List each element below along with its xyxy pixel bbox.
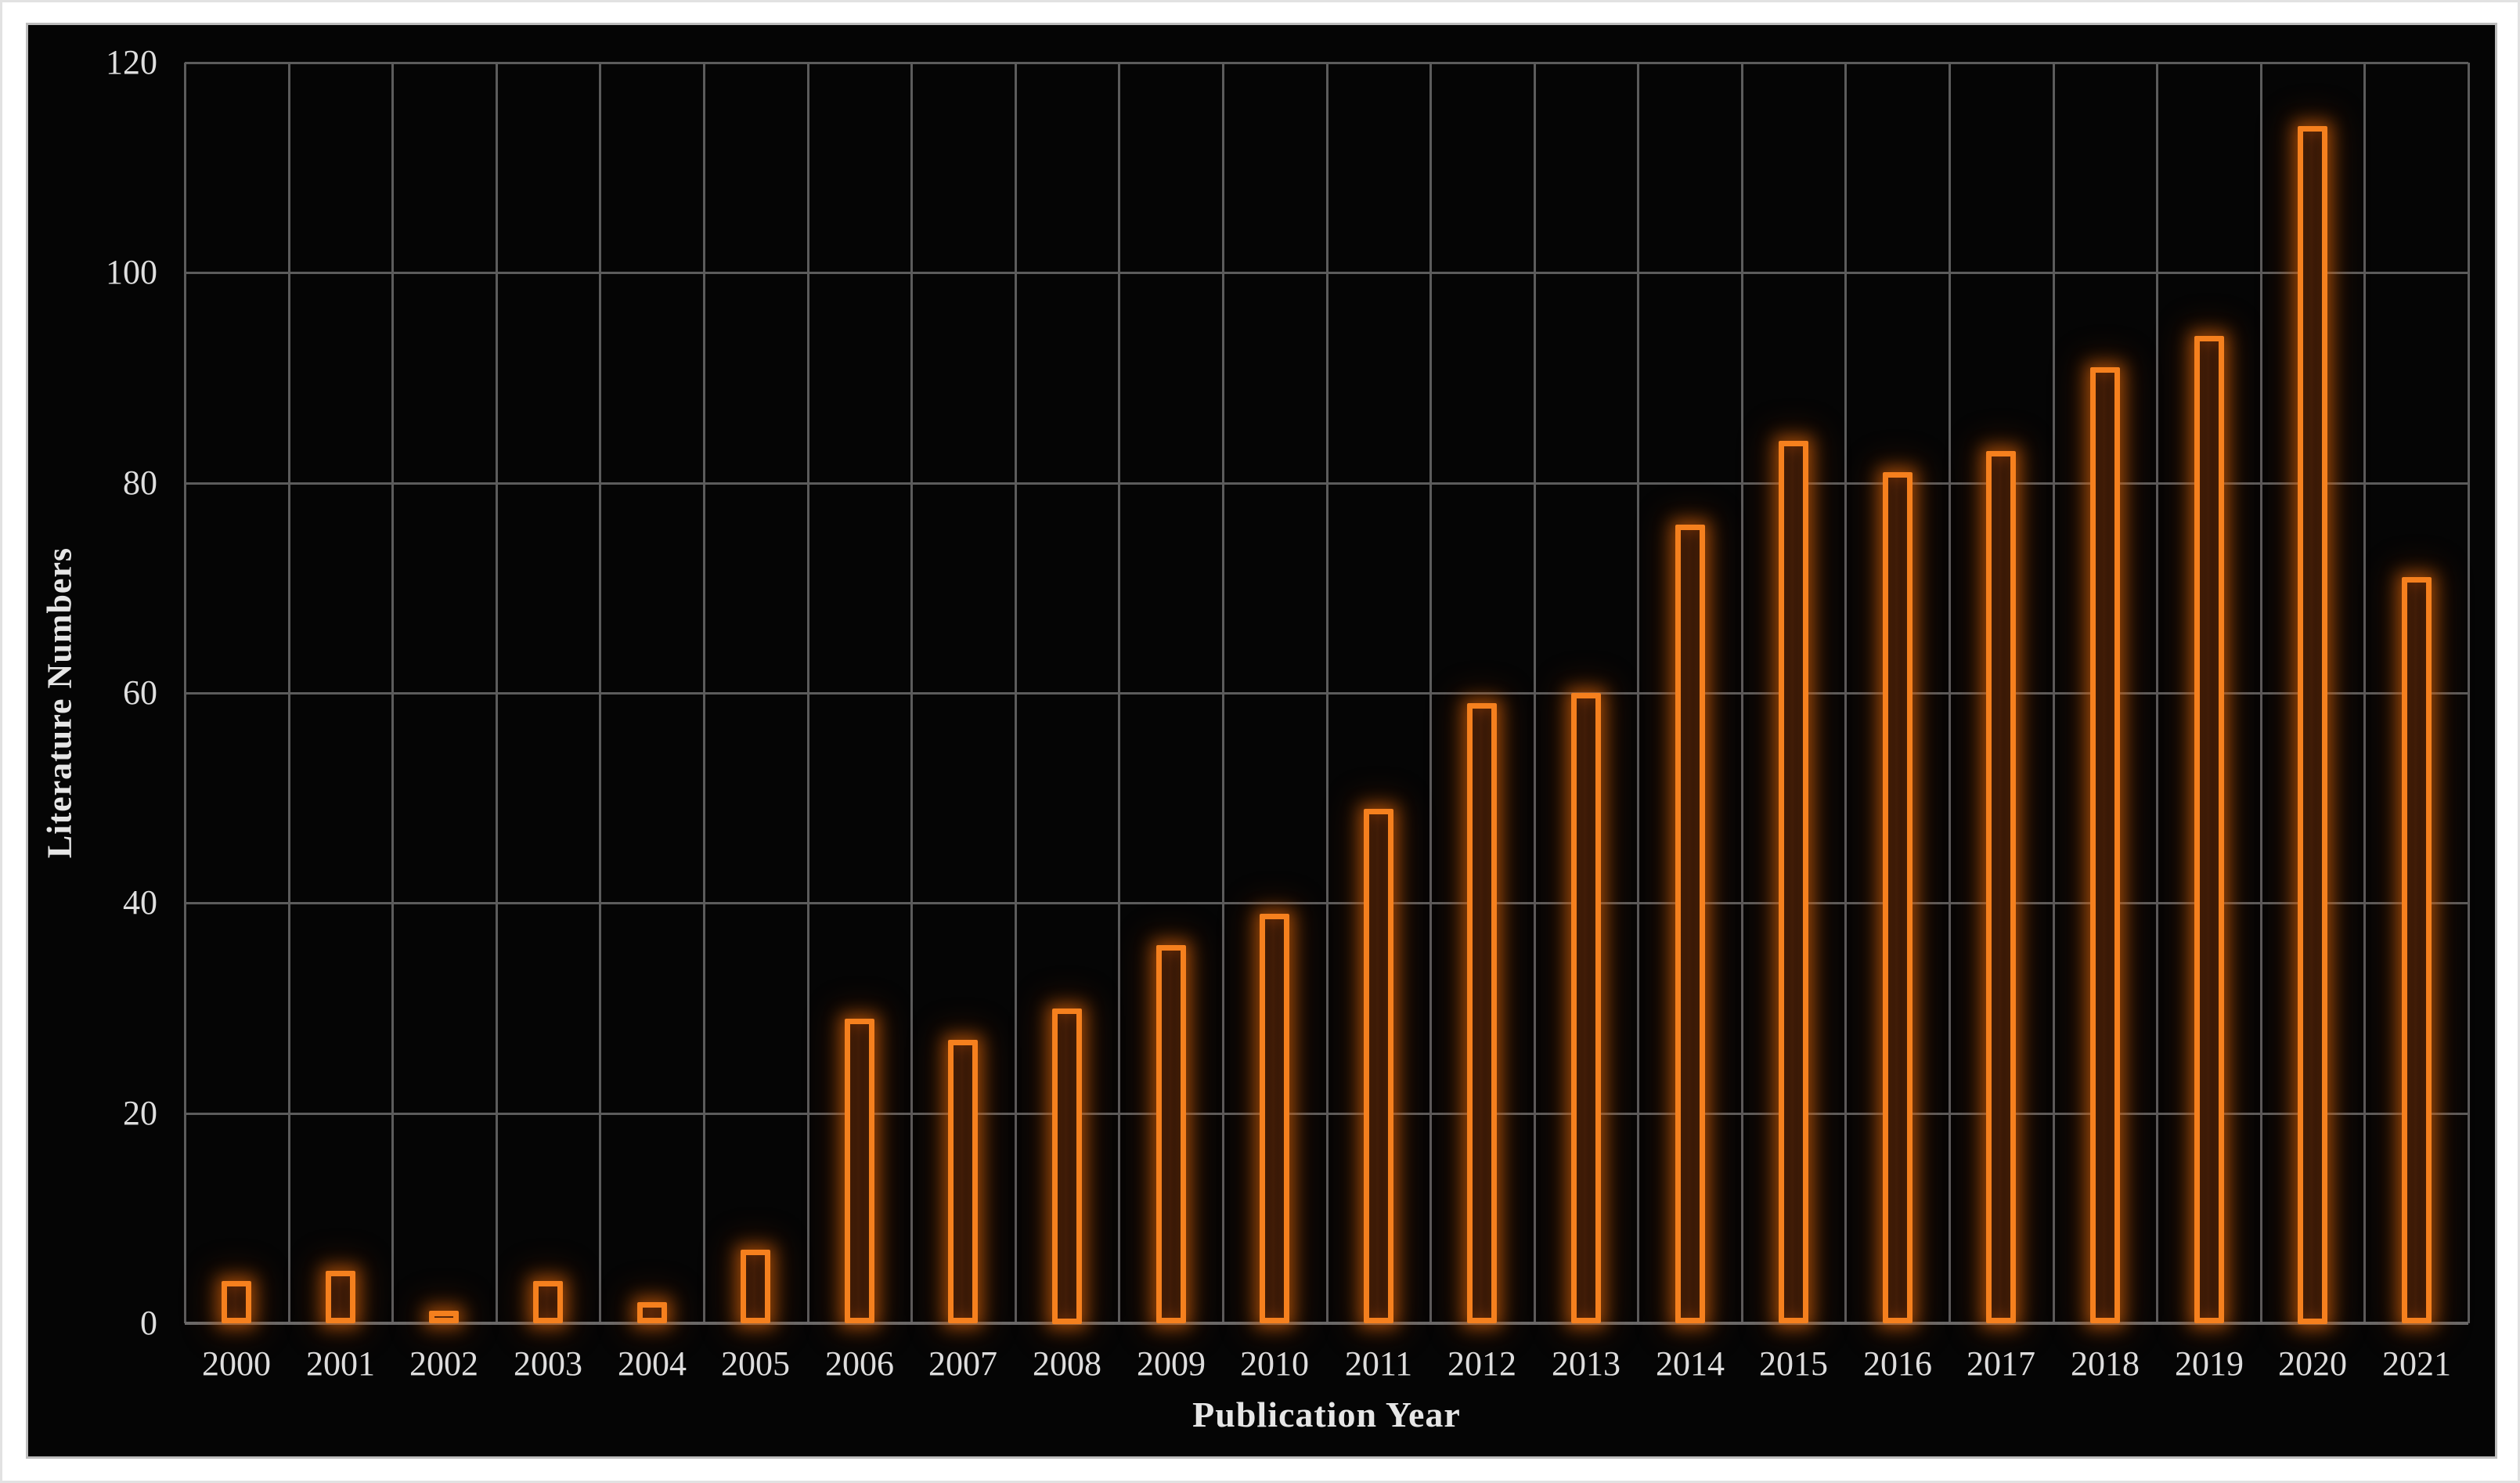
bar-2015	[1779, 441, 1808, 1323]
y-tick-label: 120	[106, 43, 157, 81]
x-tick-label: 2000	[202, 1344, 271, 1383]
bar-2014	[1675, 525, 1705, 1323]
bar-2011	[1364, 809, 1393, 1323]
x-tick-label: 2008	[1033, 1344, 1101, 1383]
y-tick-label: 0	[140, 1304, 157, 1342]
x-tick-label: 2001	[306, 1344, 375, 1383]
x-tick-label: 2002	[409, 1344, 478, 1383]
gridline-vertical	[1015, 63, 1017, 1323]
x-tick-label: 2014	[1656, 1344, 1725, 1383]
gridline-vertical	[703, 63, 705, 1323]
y-tick-label: 20	[123, 1093, 157, 1132]
y-tick-label: 60	[123, 673, 157, 712]
gridline-vertical	[1844, 63, 1847, 1323]
bar-2013	[1571, 693, 1601, 1323]
bar-2005	[741, 1250, 770, 1323]
gridline-vertical	[1118, 63, 1120, 1323]
y-tick-label: 40	[123, 883, 157, 922]
gridline-vertical	[1637, 63, 1639, 1323]
gridline-vertical	[599, 63, 601, 1323]
bar-2009	[1156, 945, 1186, 1323]
bar-2004	[637, 1302, 667, 1323]
x-tick-label: 2021	[2382, 1344, 2451, 1383]
x-tick-label: 2018	[2071, 1344, 2140, 1383]
bar-2020	[2298, 126, 2327, 1324]
x-tick-label: 2005	[721, 1344, 790, 1383]
bar-2002	[429, 1311, 459, 1323]
bar-2017	[1986, 451, 2016, 1323]
y-tick-label: 100	[106, 253, 157, 292]
x-tick-label: 2012	[1447, 1344, 1516, 1383]
bar-2008	[1052, 1009, 1082, 1324]
gridline-vertical	[1741, 63, 1743, 1323]
gridline-vertical	[391, 63, 394, 1323]
bar-2007	[948, 1040, 978, 1323]
chart-panel: Literature Numbers Publication Year 0 20 4…	[26, 23, 2497, 1459]
gridline-vertical	[184, 63, 186, 1323]
x-tick-label: 2010	[1240, 1344, 1309, 1383]
gridline-vertical	[1326, 63, 1328, 1323]
gridline-vertical	[1949, 63, 1951, 1323]
x-tick-label: 2007	[928, 1344, 997, 1383]
gridline-vertical	[910, 63, 913, 1323]
x-tick-label: 2004	[618, 1344, 687, 1383]
x-tick-label: 2003	[514, 1344, 582, 1383]
x-axis-line	[185, 1322, 2468, 1325]
y-tick-label: 80	[123, 463, 157, 502]
x-tick-label: 2016	[1863, 1344, 1932, 1383]
gridline-vertical	[1429, 63, 1432, 1323]
x-tick-label: 2019	[2175, 1344, 2244, 1383]
bar-2012	[1467, 703, 1497, 1323]
gridline-vertical	[1222, 63, 1224, 1323]
x-tick-label: 2013	[1552, 1344, 1621, 1383]
x-tick-label: 2020	[2278, 1344, 2347, 1383]
bar-2019	[2194, 336, 2224, 1323]
gridline-vertical	[2260, 63, 2262, 1323]
bar-2010	[1260, 914, 1289, 1323]
x-tick-label: 2017	[1967, 1344, 2035, 1383]
gridline-vertical	[1534, 63, 1536, 1323]
gridline-vertical	[807, 63, 809, 1323]
x-axis-title: Publication Year	[1192, 1395, 1461, 1434]
plot-area	[184, 62, 2470, 1325]
bar-2001	[326, 1271, 355, 1323]
x-tick-label: 2015	[1759, 1344, 1828, 1383]
x-tick-label: 2011	[1344, 1344, 1413, 1383]
gridline-vertical	[2156, 63, 2158, 1323]
bar-2006	[845, 1019, 874, 1323]
gridline-vertical	[496, 63, 498, 1323]
gridline-vertical	[2053, 63, 2055, 1323]
gridline-vertical	[2363, 63, 2366, 1323]
x-tick-label: 2009	[1137, 1344, 1206, 1383]
bar-2016	[1883, 472, 1913, 1323]
x-tick-label: 2006	[825, 1344, 894, 1383]
bar-2000	[222, 1281, 251, 1323]
bar-2021	[2402, 577, 2432, 1323]
gridline-vertical	[2468, 63, 2470, 1323]
bar-2003	[533, 1281, 563, 1323]
bar-2018	[2090, 367, 2120, 1323]
gridline-vertical	[288, 63, 290, 1323]
